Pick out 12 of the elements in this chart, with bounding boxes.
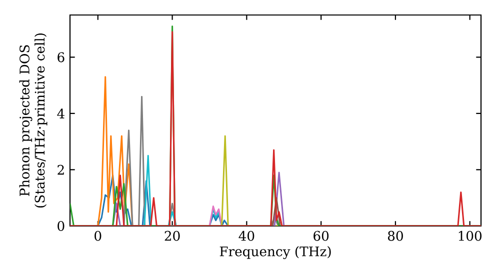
x-tick-label: 100 (458, 230, 482, 241)
x-tick-label: 0 (94, 230, 102, 241)
y-tick-label: 6 (58, 52, 64, 62)
y-tick-label: 2 (58, 164, 64, 175)
x-tick-label: 80 (388, 230, 403, 241)
x-tick-label: 60 (314, 230, 329, 241)
y-tick-label: 4 (57, 108, 64, 118)
x-axis-title: Frequency (THz) (220, 246, 331, 260)
y-axis-title: Phonon projected DOS (States/THz·primitive cell) (19, 33, 48, 208)
x-tick-label: 20 (164, 230, 180, 241)
x-tick-label: 40 (238, 230, 254, 241)
y-tick-label: 0 (58, 221, 64, 231)
